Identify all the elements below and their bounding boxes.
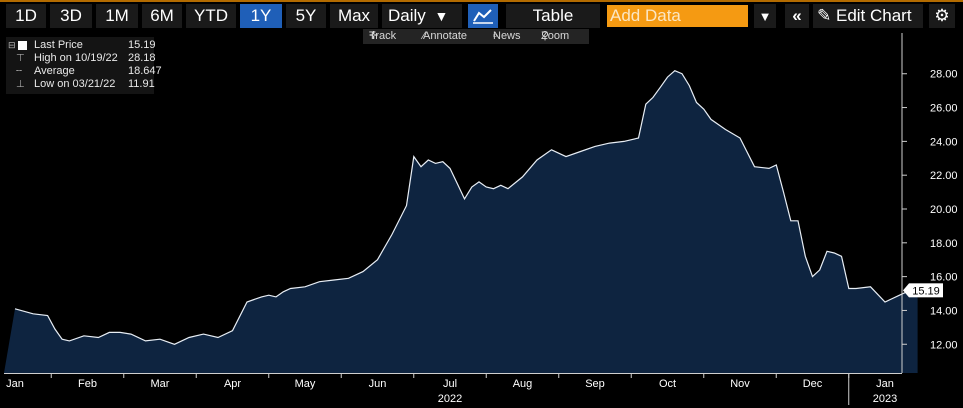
y-tick-label: 22.00 xyxy=(930,170,958,182)
legend-low: ⊥ Low on 03/21/22 11.91 xyxy=(6,78,155,91)
last-price-tag xyxy=(909,283,943,298)
y-tick-label: 14.00 xyxy=(930,305,958,317)
y-tick-label: 20.00 xyxy=(930,204,958,216)
x-tick-label: Oct xyxy=(659,378,676,390)
x-tick-label: Sep xyxy=(585,378,605,390)
chart-view-button[interactable] xyxy=(468,4,498,28)
y-tick-label: 26.00 xyxy=(930,103,958,115)
news-label: News xyxy=(493,30,521,42)
zoom-label: Zoom xyxy=(541,30,570,42)
x-tick-label: Mar xyxy=(151,378,170,390)
range-button-6m[interactable]: 6M xyxy=(142,4,182,28)
y-tick-label: 16.00 xyxy=(930,272,958,284)
average-label: Average xyxy=(34,65,75,77)
menu-arrow-icon: ▼ xyxy=(758,9,772,24)
gear-icon: ⚙ xyxy=(934,6,950,25)
range-button-5y[interactable]: 5Y xyxy=(286,4,326,28)
crosshair-icon: ✛ xyxy=(369,30,379,42)
x-tick-label: Aug xyxy=(513,378,533,390)
dropdown-arrow-icon: ▼ xyxy=(434,8,449,24)
x-tick-label: Feb xyxy=(78,378,97,390)
chart-toolbar: 1D 3D 1M 6M YTD 1Y 5Y Max Daily ▼ Table … xyxy=(0,0,963,30)
y-tick-label: 18.00 xyxy=(930,238,958,250)
line-chart-icon xyxy=(473,9,493,24)
x-tick-label: Dec xyxy=(803,378,823,390)
range-button-3d[interactable]: 3D xyxy=(50,4,92,28)
low-value: 11.91 xyxy=(128,78,155,90)
y-tick-label: 28.00 xyxy=(930,69,958,81)
range-button-max[interactable]: Max xyxy=(330,4,378,28)
edit-chart-label: Edit Chart xyxy=(835,6,912,25)
price-line xyxy=(14,70,918,345)
average-marker-icon: ╌ xyxy=(16,66,23,77)
frequency-dropdown[interactable]: Daily ▼ xyxy=(382,4,462,28)
x-tick-label: May xyxy=(295,378,316,390)
legend-high: ⊤ High on 10/19/22 28.18 xyxy=(6,52,156,65)
range-button-1d[interactable]: 1D xyxy=(6,4,46,28)
legend-last-price: ⊟ Last Price 15.19 xyxy=(6,39,156,52)
x-tick-label: Jun xyxy=(369,378,387,390)
y-tick-label: 24.00 xyxy=(930,136,958,148)
range-button-ytd[interactable]: YTD xyxy=(186,4,236,28)
last-price-pointer xyxy=(903,283,909,298)
magnifier-icon: ⚲ xyxy=(541,30,550,42)
x-tick-label: Jan xyxy=(6,378,24,390)
year-label: 2022 xyxy=(438,393,462,405)
range-button-1y[interactable]: 1Y xyxy=(240,4,282,28)
range-button-1m[interactable]: 1M xyxy=(96,4,138,28)
y-tick-label: 12.00 xyxy=(930,339,958,351)
collapse-button[interactable]: « xyxy=(785,4,809,28)
line-tool-icon: ⁄ xyxy=(423,30,425,42)
table-button[interactable]: Table xyxy=(506,4,600,28)
annotate-label: Annotate xyxy=(423,30,468,42)
news-icon: ▫ xyxy=(493,30,497,42)
add-data-input[interactable]: Add Data xyxy=(607,5,748,27)
x-tick-label: Jul xyxy=(443,378,457,390)
year-label: 2023 xyxy=(873,393,897,405)
white-square-icon xyxy=(18,41,27,50)
last-price-label: Last Price xyxy=(34,39,83,51)
average-value: 18.647 xyxy=(128,65,162,77)
pencil-icon: ✎ xyxy=(817,6,832,25)
low-marker-icon: ⊥ xyxy=(16,79,25,90)
settings-button[interactable]: ⚙ xyxy=(929,4,955,28)
chart-tools-bar: ✛ Track ⁄ Annotate ▫ News ⚲ Zoom xyxy=(363,29,589,44)
x-tick-label: Nov xyxy=(730,378,750,390)
track-label: Track xyxy=(369,30,397,42)
double-chevron-left-icon: « xyxy=(792,6,802,25)
legend-collapse-icon[interactable]: ⊟ xyxy=(8,40,16,50)
edit-chart-button[interactable]: ✎ Edit Chart xyxy=(813,4,923,28)
high-marker-icon: ⊤ xyxy=(16,53,25,64)
low-label: Low on 03/21/22 xyxy=(34,78,116,90)
high-label: High on 10/19/22 xyxy=(34,52,118,64)
x-tick-label: Jan xyxy=(876,378,894,390)
more-options-dropdown[interactable]: ▼ xyxy=(754,4,776,28)
legend-average: ╌ Average 18.647 xyxy=(6,65,162,78)
frequency-label: Daily xyxy=(388,6,426,25)
x-tick-label: Apr xyxy=(224,378,241,390)
price-area-fill xyxy=(4,70,918,373)
price-legend: ⊟ Last Price 15.19 ⊤ High on 10/19/22 28… xyxy=(6,37,162,94)
last-price-tag-label: 15.19 xyxy=(912,285,940,297)
last-price-value: 15.19 xyxy=(128,39,156,51)
high-value: 28.18 xyxy=(128,52,156,64)
